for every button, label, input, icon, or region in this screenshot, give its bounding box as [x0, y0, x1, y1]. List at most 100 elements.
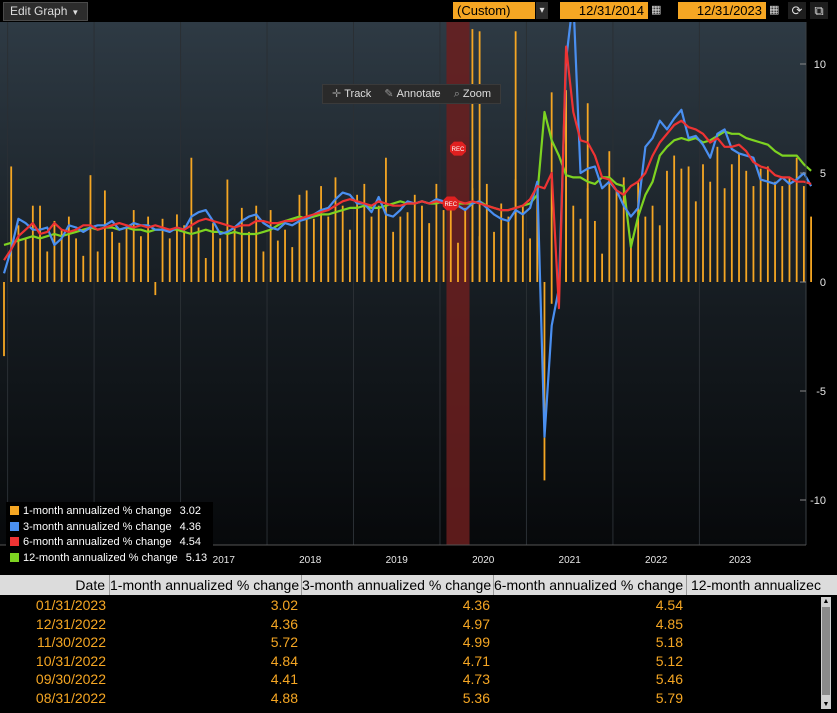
bar: [269, 210, 272, 282]
bar: [694, 201, 697, 282]
toolbar: Edit Graph ▼ (Custom) ▾ 12/31/2014 ▦ 12/3…: [0, 0, 837, 22]
column-header-6-month[interactable]: 6-month annualized % change: [494, 575, 687, 595]
bar: [752, 186, 755, 282]
column-header-3-month[interactable]: 3-month annualized % change: [302, 575, 494, 595]
start-calendar-icon[interactable]: ▦: [651, 4, 662, 16]
bar: [291, 247, 294, 282]
pop-out-icon[interactable]: ⧉: [810, 2, 828, 19]
cell-1-month: 4.88: [270, 689, 298, 706]
bar: [680, 168, 683, 282]
legend-item-6-month[interactable]: 6-month annualized % change 4.54: [10, 535, 207, 551]
bar: [111, 231, 113, 282]
y-tick-label: 10: [814, 59, 826, 71]
legend-item-1-month[interactable]: 1-month annualized % change 3.02: [10, 504, 207, 520]
bar: [507, 216, 510, 282]
legend-swatch: [10, 506, 19, 515]
cell-date: 08/31/2022: [35, 689, 106, 706]
cell-3-month: 4.73: [462, 671, 490, 687]
table-row[interactable]: 09/30/2022 4.41 4.73 5.46: [0, 670, 830, 689]
bar: [125, 227, 128, 282]
x-tick-label: 2019: [386, 555, 409, 566]
bar: [485, 183, 488, 282]
table-header: Date 1-month annualized % change 3-month…: [0, 575, 837, 595]
x-tick-label: 2017: [213, 555, 236, 566]
start-date-field[interactable]: 12/31/2014: [560, 2, 648, 19]
pencil-icon: ✎: [384, 88, 394, 100]
vertical-scrollbar[interactable]: ▲ ▼: [821, 597, 831, 709]
zoom-tool[interactable]: ⌕ Zoom: [454, 88, 491, 100]
cell-1-month: 4.41: [270, 671, 298, 687]
legend-swatch: [10, 552, 19, 562]
bar: [168, 238, 171, 282]
bar: [219, 238, 222, 282]
legend-value: 5.13: [185, 551, 208, 564]
cell-3-month: 4.71: [462, 652, 490, 669]
cell-3-month: 5.36: [462, 689, 490, 706]
zoom-label: Zoom: [462, 88, 491, 100]
scroll-down-icon[interactable]: ▼: [822, 701, 830, 708]
bar: [255, 205, 258, 282]
x-tick-label: 2022: [645, 555, 668, 566]
legend-value: 4.36: [179, 520, 202, 533]
end-date-field[interactable]: 12/31/2023: [678, 2, 766, 19]
table-row[interactable]: 12/31/2022 4.36 4.97 4.85: [0, 615, 830, 634]
column-header-1-month[interactable]: 1-month annualized % change: [110, 575, 302, 595]
bar: [802, 186, 805, 282]
bar: [399, 216, 402, 282]
annotate-tool[interactable]: ✎ Annotate: [384, 88, 440, 100]
crosshair-icon: ✛: [332, 88, 342, 100]
recession-marker-label: REC: [444, 202, 457, 208]
bar: [204, 258, 207, 282]
bar: [24, 238, 27, 282]
magnifier-icon: ⌕: [453, 88, 460, 100]
legend-item-3-month[interactable]: 3-month annualized % change 4.36: [10, 520, 207, 536]
bar: [810, 216, 812, 282]
bar: [392, 231, 395, 282]
bar: [759, 168, 762, 282]
cell-date: 12/31/2022: [35, 615, 106, 632]
line-6-month: [3, 45, 812, 310]
bar: [31, 205, 34, 282]
bar: [723, 188, 726, 282]
table-row[interactable]: 08/31/2022 4.88 5.36 5.79: [0, 689, 830, 708]
bar: [197, 227, 200, 282]
start-date-value: 12/31/2014: [578, 3, 644, 18]
bar: [579, 218, 582, 282]
bar: [341, 205, 344, 282]
legend-item-12-month[interactable]: 12-month annualized % change 5.13: [10, 551, 207, 567]
period-select[interactable]: (Custom): [453, 2, 535, 19]
scroll-up-icon[interactable]: ▲: [822, 598, 830, 605]
bar: [594, 220, 596, 282]
legend-value: 4.54: [179, 536, 202, 548]
bar: [363, 183, 366, 282]
cell-6-month: 5.79: [655, 689, 683, 706]
legend-swatch: [10, 521, 19, 531]
scrollbar-thumb[interactable]: [822, 607, 830, 695]
bar: [428, 223, 431, 282]
cell-6-month: 4.54: [655, 597, 683, 613]
bar: [435, 183, 438, 282]
track-tool[interactable]: ✛ Track: [332, 88, 371, 100]
bar: [161, 218, 164, 282]
column-header-12-month[interactable]: 12-month annualizec: [691, 577, 821, 593]
bar: [233, 227, 236, 282]
period-label: (Custom): [457, 3, 511, 18]
x-tick-label: 2018: [299, 555, 322, 566]
period-dropdown-icon[interactable]: ▾: [536, 2, 548, 19]
bar: [262, 251, 265, 282]
edit-graph-button[interactable]: Edit Graph ▼: [3, 2, 89, 21]
bar: [658, 225, 661, 282]
table-row[interactable]: 01/31/2023 3.02 4.36 4.54: [0, 596, 830, 615]
column-header-date[interactable]: Date: [0, 575, 110, 595]
bar: [521, 205, 524, 282]
y-tick-label: 5: [820, 168, 826, 180]
bar-peak: [478, 31, 481, 282]
bar: [154, 282, 157, 296]
end-calendar-icon[interactable]: ▦: [769, 4, 780, 16]
refresh-icon[interactable]: ⟳: [788, 2, 806, 19]
bar: [212, 223, 214, 282]
table-row[interactable]: 11/30/2022 5.72 4.99 5.18: [0, 633, 830, 652]
legend-label: 3-month annualized % change: [23, 520, 172, 533]
table-row[interactable]: 10/31/2022 4.84 4.71 5.12: [0, 652, 830, 671]
